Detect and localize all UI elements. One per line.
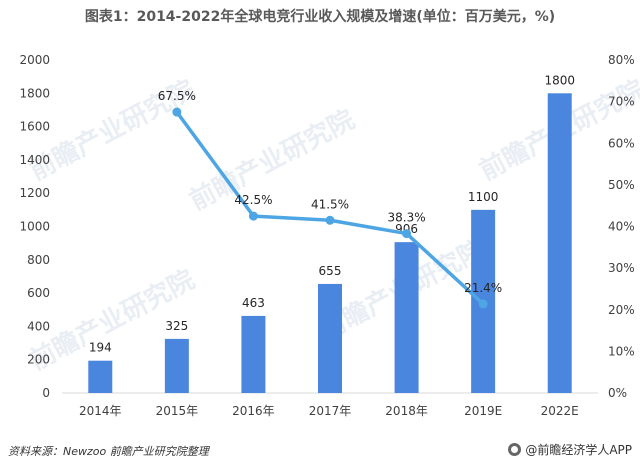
brand-logo-icon xyxy=(508,443,522,456)
growth-point xyxy=(172,107,182,117)
right-axis-tick-label: 60% xyxy=(608,136,635,150)
right-axis-tick-label: 40% xyxy=(608,220,635,234)
x-axis-tick-label: 2022E xyxy=(541,404,579,418)
bar-value-label: 1100 xyxy=(468,190,499,204)
bar xyxy=(394,242,419,393)
growth-point xyxy=(478,299,488,309)
x-axis-tick-label: 2019E xyxy=(464,404,502,418)
chart-title: 图表1：2014-2022年全球电竞行业收入规模及增速(单位：百万美元，%) xyxy=(84,9,556,25)
bar-value-label: 655 xyxy=(319,264,342,278)
bar xyxy=(318,283,342,393)
bar-value-label: 1800 xyxy=(544,73,575,87)
brand-label: @前瞻经济学人APP xyxy=(525,443,632,457)
left-axis-tick-label: 0 xyxy=(42,386,50,400)
bar xyxy=(241,315,266,393)
growth-value-label: 38.3% xyxy=(388,211,426,225)
growth-value-label: 41.5% xyxy=(311,197,349,211)
right-axis-tick-label: 80% xyxy=(608,53,635,67)
growth-point xyxy=(325,215,335,225)
growth-value-label: 67.5% xyxy=(158,89,196,103)
left-axis-tick-label: 1400 xyxy=(19,153,50,167)
growth-value-label: 21.4% xyxy=(464,281,502,295)
bar-value-label: 325 xyxy=(165,319,188,333)
bar xyxy=(88,360,113,393)
left-axis-tick-label: 1200 xyxy=(19,186,50,200)
x-axis-tick-label: 2015年 xyxy=(156,404,199,418)
growth-point xyxy=(402,229,412,239)
right-axis-tick-label: 10% xyxy=(608,344,635,358)
x-axis-tick-label: 2018年 xyxy=(385,404,428,418)
left-axis-tick-label: 800 xyxy=(27,253,50,267)
left-axis-tick-label: 200 xyxy=(27,353,50,367)
bar xyxy=(164,338,189,393)
x-axis-tick-label: 2016年 xyxy=(232,404,275,418)
right-axis-tick-label: 50% xyxy=(608,178,635,192)
combo-chart: 0 200 400 600 800 1000 1200 1400 1600 1800 2000 0% 1… xyxy=(19,53,635,418)
left-axis-tick-label: 1600 xyxy=(19,120,50,134)
x-axis-tick-label: 2017年 xyxy=(309,404,352,418)
right-axis-tick-label: 70% xyxy=(608,95,635,109)
right-axis-tick-label: 30% xyxy=(608,261,635,275)
growth-point xyxy=(248,211,258,221)
brand-credit: @前瞻经济学人APP xyxy=(508,441,632,458)
bar xyxy=(547,93,572,394)
left-axis-tick-label: 1800 xyxy=(19,86,50,100)
right-axis-tick-label: 20% xyxy=(608,303,635,317)
x-axis-tick-label: 2014年 xyxy=(79,404,122,418)
right-axis-tick-label: 0% xyxy=(608,386,627,400)
left-axis-tick-label: 600 xyxy=(27,286,50,300)
left-axis-tick-label: 2000 xyxy=(19,53,50,67)
source-note: 资料来源：Newzoo 前瞻产业研究院整理 xyxy=(8,445,209,458)
bar-value-label: 194 xyxy=(89,341,112,355)
growth-value-label: 42.5% xyxy=(234,193,272,207)
left-axis-tick-label: 1000 xyxy=(19,220,50,234)
left-axis-tick-label: 400 xyxy=(27,319,50,333)
bar-value-label: 463 xyxy=(242,296,265,310)
